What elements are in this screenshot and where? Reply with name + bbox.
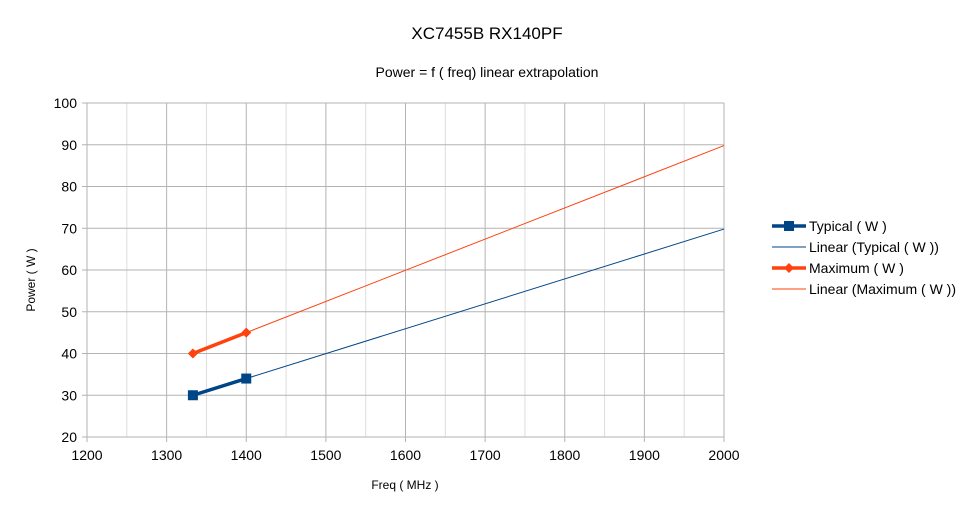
series-line-0 <box>192 376 247 397</box>
y-tick-label: 30 <box>61 387 77 403</box>
data-point <box>187 390 198 401</box>
y-tick-label: 60 <box>61 262 77 278</box>
y-tick-label: 40 <box>61 346 77 362</box>
x-tick-label: 1500 <box>310 447 341 463</box>
legend-label: Linear (Typical ( W )) <box>809 239 939 255</box>
legend-label: Linear (Maximum ( W )) <box>809 281 956 297</box>
y-tick-label: 50 <box>61 304 77 320</box>
legend-marker <box>784 263 794 273</box>
data-point <box>187 348 198 359</box>
x-tick-label: 1800 <box>549 447 580 463</box>
x-tick-label: 1700 <box>470 447 501 463</box>
x-tick-label: 2000 <box>708 447 739 463</box>
y-axis-label: Power ( W ) <box>24 248 38 311</box>
y-tick-label: 90 <box>61 137 77 153</box>
series-line-2 <box>192 330 247 356</box>
x-tick-label: 1600 <box>390 447 421 463</box>
y-tick-label: 20 <box>61 429 77 445</box>
chart-title: XC7455B RX140PF <box>411 24 562 43</box>
x-axis-label: Freq ( MHz ) <box>371 478 438 492</box>
chart-subtitle: Power = f ( freq) linear extrapolation <box>376 64 599 80</box>
y-tick-label: 80 <box>61 179 77 195</box>
series-line-1 <box>246 228 725 380</box>
legend-label: Maximum ( W ) <box>809 260 904 276</box>
y-tick-label: 70 <box>61 220 77 236</box>
x-tick-label: 1300 <box>151 447 182 463</box>
x-tick-label: 1200 <box>71 447 102 463</box>
y-tick-label: 100 <box>54 95 78 111</box>
legend-marker <box>784 221 794 231</box>
x-tick-label: 1400 <box>231 447 262 463</box>
series-line-3 <box>246 145 725 334</box>
legend-label: Typical ( W ) <box>809 218 887 234</box>
x-tick-label: 1900 <box>629 447 660 463</box>
